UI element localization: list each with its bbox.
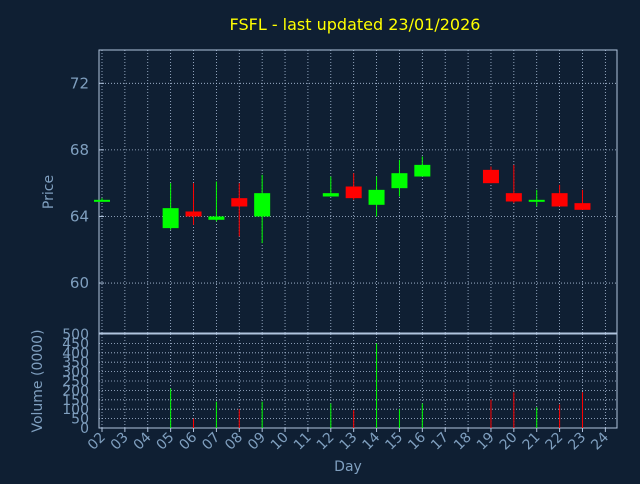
x-tick-label: 13 bbox=[337, 430, 361, 454]
x-tick-label: 18 bbox=[451, 430, 475, 454]
volume-tick-label: 350 bbox=[62, 355, 89, 371]
x-tick-label: 19 bbox=[474, 430, 498, 454]
volume-tick-label: 100 bbox=[62, 402, 89, 418]
candle bbox=[162, 183, 179, 230]
price-panel: 60 64 68 72 bbox=[70, 49, 618, 334]
candle-body bbox=[162, 208, 179, 229]
x-tick-label: 15 bbox=[382, 430, 406, 454]
volume-tick-label: 150 bbox=[62, 393, 89, 409]
candle bbox=[322, 176, 339, 197]
candle bbox=[231, 183, 248, 237]
candle bbox=[505, 164, 522, 204]
candle-body bbox=[322, 193, 339, 197]
price-tick-label: 72 bbox=[70, 74, 89, 92]
volume-panel: 0501001502002503003504004505000203040506… bbox=[62, 327, 618, 454]
x-tick-label: 24 bbox=[588, 429, 612, 453]
candle bbox=[94, 198, 110, 202]
x-tick-label: 04 bbox=[131, 429, 155, 453]
candle-body bbox=[94, 199, 110, 202]
x-tick-label: 06 bbox=[176, 429, 200, 453]
candle-body bbox=[391, 173, 408, 189]
volume-tick-label: 500 bbox=[62, 327, 89, 343]
price-frame bbox=[98, 49, 618, 334]
candle-body bbox=[185, 211, 202, 217]
x-tick-label: 22 bbox=[543, 430, 567, 454]
x-tick-label: 23 bbox=[565, 430, 589, 454]
candle-body bbox=[231, 198, 248, 207]
x-tick-label: 12 bbox=[314, 430, 338, 454]
candle-body bbox=[482, 169, 499, 184]
candle bbox=[345, 173, 362, 200]
x-tick-label: 10 bbox=[268, 430, 292, 454]
candle-body bbox=[208, 216, 225, 220]
candle bbox=[574, 189, 591, 210]
x-tick-label: 08 bbox=[222, 430, 246, 454]
candle bbox=[414, 156, 431, 177]
candle-body bbox=[414, 164, 431, 177]
volume-tick-label: 0 bbox=[80, 421, 89, 437]
price-tick-label: 68 bbox=[70, 141, 89, 159]
x-tick-label: 17 bbox=[428, 430, 452, 454]
candle bbox=[185, 183, 202, 225]
price-tick-label: 60 bbox=[70, 274, 89, 292]
candle-body bbox=[505, 193, 522, 202]
candle bbox=[368, 176, 385, 217]
volume-tick-label: 250 bbox=[62, 374, 89, 390]
candle-body bbox=[528, 199, 545, 202]
x-tick-label: 16 bbox=[405, 429, 429, 453]
volume-tick-label: 400 bbox=[62, 346, 89, 362]
candle-body bbox=[551, 193, 568, 207]
candle-body bbox=[254, 193, 271, 217]
x-tick-label: 21 bbox=[520, 430, 544, 454]
x-tick-label: 14 bbox=[359, 429, 383, 453]
candle bbox=[551, 184, 568, 207]
volume-axis-label: Volume (0000) bbox=[30, 329, 46, 432]
volume-tick-label: 200 bbox=[62, 383, 89, 399]
candle bbox=[528, 189, 545, 207]
candle bbox=[208, 181, 225, 222]
x-tick-label: 11 bbox=[291, 430, 315, 454]
x-tick-label: 09 bbox=[245, 430, 269, 454]
candle bbox=[391, 159, 408, 197]
volume-tick-label: 300 bbox=[62, 365, 89, 381]
x-tick-label: 07 bbox=[199, 430, 223, 454]
volume-tick-label: 50 bbox=[71, 412, 89, 428]
candle-body bbox=[574, 203, 591, 210]
candle bbox=[254, 174, 271, 244]
chart-title: FSFL - last updated 23/01/2026 bbox=[230, 15, 481, 34]
candle-body bbox=[345, 186, 362, 199]
candle bbox=[482, 166, 499, 184]
x-tick-label: 03 bbox=[108, 430, 132, 454]
x-tick-label: 20 bbox=[497, 430, 521, 454]
candle-body bbox=[368, 189, 385, 205]
x-tick-label: 05 bbox=[154, 430, 178, 454]
price-tick-label: 64 bbox=[70, 207, 89, 225]
volume-tick-label: 450 bbox=[62, 336, 89, 352]
x-axis-label: Day bbox=[334, 459, 362, 475]
price-axis-label: Price bbox=[41, 175, 57, 209]
